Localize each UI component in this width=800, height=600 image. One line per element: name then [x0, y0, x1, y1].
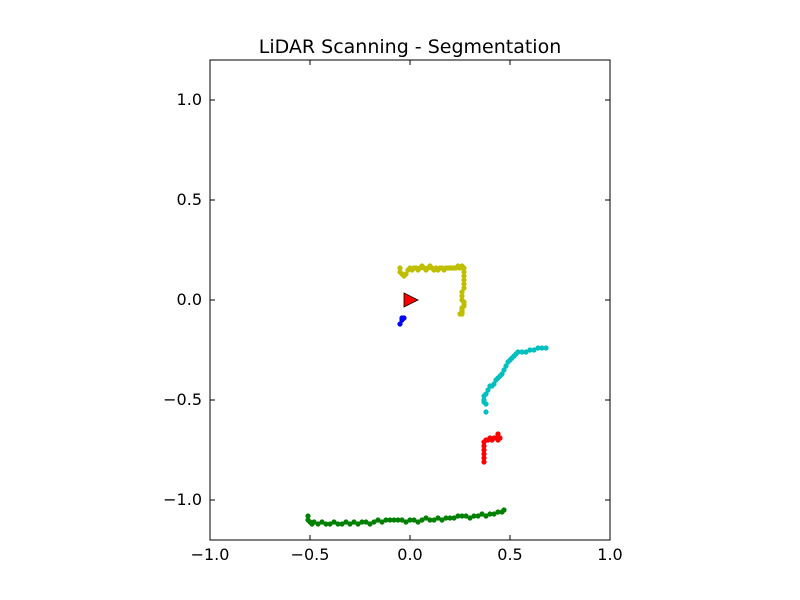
data-point [331, 519, 337, 525]
data-point [355, 521, 361, 527]
x-tick-label: −1.0 [191, 545, 230, 564]
data-point [481, 459, 487, 465]
data-point [483, 513, 489, 519]
data-point [397, 321, 403, 327]
data-point [419, 517, 425, 523]
series-1 [397, 315, 407, 327]
y-tick-label: 0.0 [177, 290, 202, 309]
data-point [483, 401, 489, 407]
data-point [363, 519, 369, 525]
data-point [463, 513, 469, 519]
data-point [495, 431, 501, 437]
data-point [487, 383, 493, 389]
data-point [423, 515, 429, 521]
x-tick-label: 0.5 [497, 545, 522, 564]
data-point [527, 347, 533, 353]
data-point [503, 363, 509, 369]
data-point [535, 345, 541, 351]
data-point [501, 367, 507, 373]
data-point [439, 517, 445, 523]
data-point [399, 517, 405, 523]
y-tick-label: −0.5 [163, 390, 202, 409]
series-0 [397, 263, 467, 317]
data-point [483, 409, 489, 415]
data-point [327, 521, 333, 527]
data-point [415, 519, 421, 525]
data-point [367, 521, 373, 527]
data-point [493, 377, 499, 383]
series-2 [481, 345, 549, 415]
data-point [351, 519, 357, 525]
data-point [371, 519, 377, 525]
data-point [451, 515, 457, 521]
data-point [311, 519, 317, 525]
data-point [339, 521, 345, 527]
data-point [435, 515, 441, 521]
data-point [315, 521, 321, 527]
y-tick-label: −1.0 [163, 490, 202, 509]
x-tick-label: 0.0 [397, 545, 422, 564]
chart-title: LiDAR Scanning - Segmentation [259, 36, 562, 58]
data-point [479, 511, 485, 517]
data-point [399, 317, 405, 323]
axes: −1.0 −0.5 0.0 0.5 1.0 1.0 0.5 0.0 −0.5 −1.0 [163, 59, 623, 564]
data-point [459, 311, 465, 317]
series-4 [305, 507, 507, 527]
data-point [411, 517, 417, 523]
data-point [475, 513, 481, 519]
plot-area [305, 263, 549, 527]
data-point [461, 285, 467, 291]
data-point [501, 507, 507, 513]
data-point [491, 511, 497, 517]
data-point [379, 519, 385, 525]
y-tick-label: 0.5 [177, 190, 202, 209]
robot-marker [403, 292, 419, 308]
data-point [485, 387, 491, 393]
data-point [343, 519, 349, 525]
x-tick-label: −0.5 [291, 545, 330, 564]
data-point [403, 519, 409, 525]
series-3 [481, 431, 503, 465]
data-point [375, 517, 381, 523]
data-point [403, 271, 409, 277]
data-point [347, 521, 353, 527]
y-tick-label: 1.0 [177, 90, 202, 109]
x-tick-label: 1.0 [597, 545, 622, 564]
data-point [431, 517, 437, 523]
data-point [467, 515, 473, 521]
data-point [319, 519, 325, 525]
data-point [505, 359, 511, 365]
